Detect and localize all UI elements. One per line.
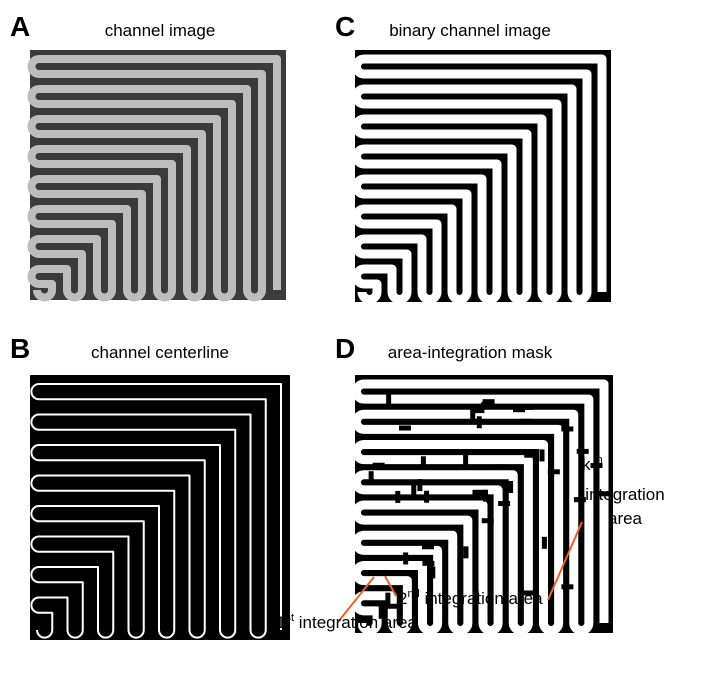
annotation: integration [585, 485, 664, 504]
integration-cut [369, 471, 374, 483]
integration-cut [540, 449, 545, 461]
integration-cut [508, 481, 513, 493]
integration-cut [520, 419, 532, 424]
integration-cut [385, 593, 390, 605]
integration-cut [513, 407, 525, 412]
integration-cut [594, 604, 599, 616]
integration-cut [395, 491, 400, 503]
integration-cut [463, 546, 468, 558]
integration-cut [561, 426, 573, 431]
integration-cut [421, 456, 426, 468]
integration-cut [472, 490, 484, 495]
panel-letter: B [10, 333, 30, 364]
annotation: 1st integration area [276, 612, 417, 632]
integration-cut [548, 469, 560, 474]
panel-letter: A [10, 11, 30, 42]
integration-cut [577, 449, 589, 454]
integration-cut [399, 426, 411, 431]
integration-cut [422, 544, 434, 549]
integration-cut [422, 561, 434, 566]
panel-letter: C [335, 11, 355, 42]
panel-title: channel image [105, 21, 216, 40]
integration-cut [542, 537, 547, 549]
annotation: 2nd integration area [398, 588, 543, 608]
integration-cut [477, 416, 482, 428]
integration-cut [417, 479, 422, 491]
panel-letter: D [335, 333, 355, 364]
integration-cut [482, 518, 494, 523]
figure: A channel image B channel centerline C b… [0, 0, 716, 689]
integration-cut [411, 485, 416, 497]
integration-cut [424, 491, 429, 503]
integration-cut [495, 464, 507, 469]
integration-cut [463, 454, 468, 466]
integration-cut [373, 463, 385, 468]
panel-title: binary channel image [389, 21, 551, 40]
integration-cut [498, 501, 510, 506]
integration-cut [524, 453, 536, 458]
integration-cut [470, 408, 475, 420]
integration-cut [561, 584, 573, 589]
integration-cut [430, 566, 435, 578]
panel-title: area-integration mask [388, 343, 553, 362]
integration-cut [574, 497, 586, 502]
annotation: area [608, 509, 643, 528]
integration-cut [481, 402, 493, 407]
integration-cut [386, 604, 398, 609]
integration-cut [403, 552, 408, 564]
panel-title: channel centerline [91, 343, 229, 362]
integration-cut [386, 392, 391, 404]
